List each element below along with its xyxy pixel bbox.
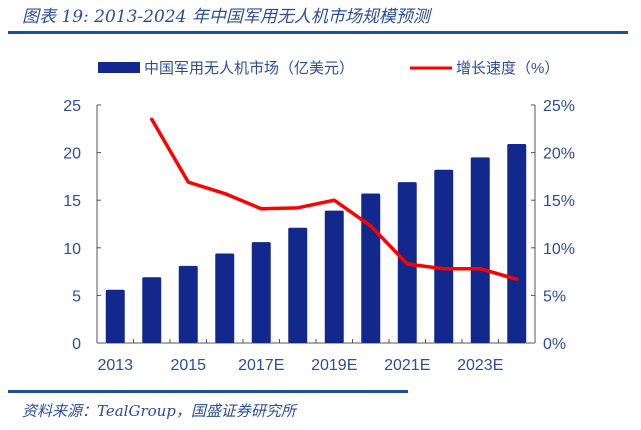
y-left-tick-label: 10	[63, 241, 81, 258]
source-divider	[8, 390, 408, 393]
y-right-tick-label: 25%	[543, 98, 575, 115]
legend: 中国军用无人机市场（亿美元） 增长速度（%）	[98, 60, 559, 77]
x-tick-label: 2021E	[384, 357, 430, 374]
bar	[470, 157, 490, 343]
legend-bar-label: 中国军用无人机市场（亿美元）	[144, 60, 354, 77]
y-right-tick-label: 10%	[543, 241, 575, 258]
bar	[507, 144, 527, 343]
legend-bar-swatch	[98, 62, 140, 73]
figure-title: 图表 19: 2013-2024 年中国军用无人机市场规模预测	[22, 7, 430, 27]
bar	[251, 242, 271, 343]
y-left-tick-label: 0	[72, 336, 81, 353]
y-left-tick-label: 5	[72, 288, 81, 305]
bar	[105, 289, 125, 343]
bar	[288, 227, 308, 343]
source-note: 资料来源：TealGroup，国盛证券研究所	[22, 402, 296, 420]
x-tick-label: 2015	[170, 357, 206, 374]
x-tick-label: 2013	[97, 357, 133, 374]
bar	[434, 169, 454, 343]
y-right-tick-label: 15%	[543, 193, 575, 210]
tick-labels: 0 5 10 15 20 25 0% 5% 10% 15% 20% 25% 2013 2015 2017E 2…	[63, 98, 575, 374]
bar	[215, 253, 235, 343]
y-right-tick-label: 20%	[543, 146, 575, 163]
axes	[96, 104, 536, 344]
x-tick-label: 2017E	[238, 357, 284, 374]
x-tick-label: 2023E	[457, 357, 503, 374]
line-series	[150, 117, 519, 281]
chart: 中国军用无人机市场（亿美元） 增长速度（%） 0 5 10 15 20 25 0% 5% 10%…	[63, 60, 575, 374]
bar	[361, 193, 381, 343]
y-left-tick-label: 20	[63, 146, 81, 163]
y-left-tick-label: 25	[63, 98, 81, 115]
legend-line-label: 增长速度（%）	[456, 60, 559, 77]
bar	[324, 210, 344, 343]
x-tick-label: 2019E	[311, 357, 357, 374]
y-left-tick-label: 15	[63, 193, 81, 210]
y-right-tick-label: 5%	[543, 288, 566, 305]
bar	[178, 265, 198, 343]
title-divider	[8, 31, 628, 34]
bar-series	[105, 144, 527, 343]
bar	[142, 277, 162, 343]
y-right-tick-label: 0%	[543, 336, 566, 353]
